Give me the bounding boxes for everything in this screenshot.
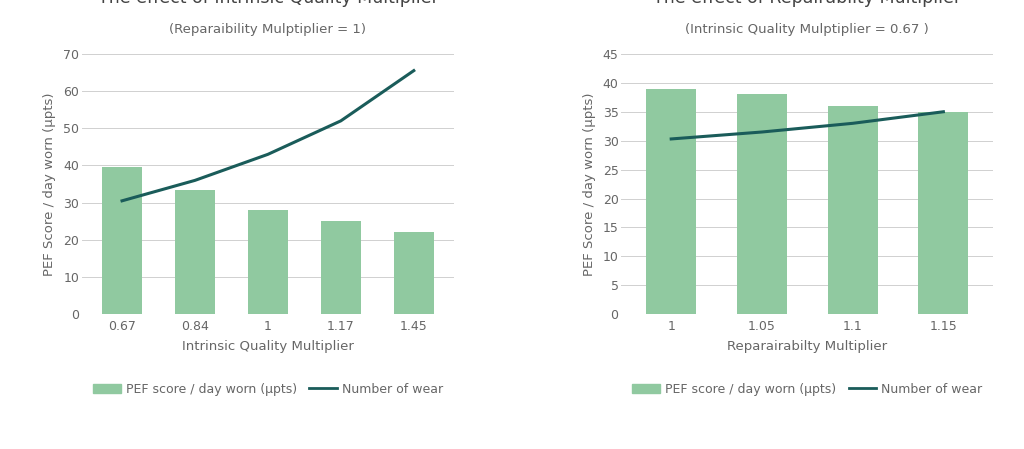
Bar — [394, 233, 434, 314]
X-axis label: Reparairabilty Multiplier: Reparairabilty Multiplier — [727, 340, 888, 353]
Text: The effect of Repairabilty Multiplier: The effect of Repairabilty Multiplier — [653, 0, 962, 7]
Legend: PEF score / day worn (μpts), Number of wear: PEF score / day worn (μpts), Number of w… — [628, 378, 987, 401]
Y-axis label: PEF Score / day worn (μpts): PEF Score / day worn (μpts) — [43, 92, 56, 276]
Y-axis label: PEF Score / day worn (μpts): PEF Score / day worn (μpts) — [583, 92, 596, 276]
Bar — [646, 88, 696, 314]
Legend: PEF score / day worn (μpts), Number of wear: PEF score / day worn (μpts), Number of w… — [88, 378, 447, 401]
X-axis label: Intrinsic Quality Multiplier: Intrinsic Quality Multiplier — [182, 340, 354, 353]
Bar — [737, 94, 786, 314]
Text: (Reparaibility Mulptiplier = 1): (Reparaibility Mulptiplier = 1) — [169, 22, 367, 35]
Text: The effect of Intrinsic Quality Multiplier: The effect of Intrinsic Quality Multipli… — [97, 0, 438, 7]
Bar — [248, 210, 288, 314]
Bar — [175, 189, 215, 314]
Bar — [102, 167, 142, 314]
Bar — [827, 106, 878, 314]
Text: (Intrinsic Quality Mulptiplier = 0.67 ): (Intrinsic Quality Mulptiplier = 0.67 ) — [685, 22, 929, 35]
Bar — [919, 112, 969, 314]
Bar — [321, 221, 360, 314]
